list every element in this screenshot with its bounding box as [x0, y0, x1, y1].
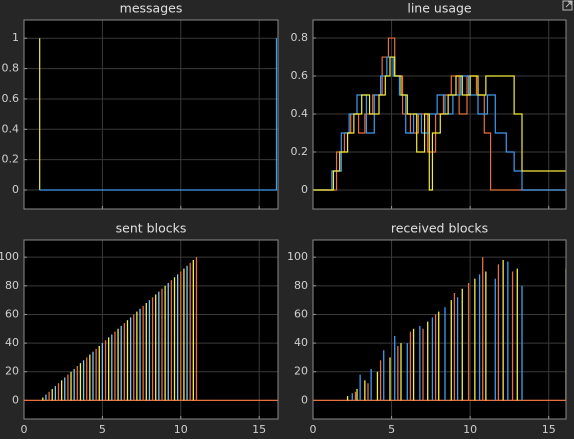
plot-content — [313, 257, 566, 401]
plot-content — [24, 257, 278, 401]
y-tick-label: 40 — [5, 336, 19, 349]
x-tick-label: 0 — [310, 423, 317, 436]
x-tick-label: 10 — [463, 423, 477, 436]
plot-content — [39, 38, 278, 191]
x-tick-label: 10 — [174, 423, 188, 436]
y-tick-label: 0 — [301, 183, 308, 196]
y-tick-label: 100 — [287, 250, 308, 263]
y-tick-label: 40 — [294, 336, 308, 349]
y-tick-label: 80 — [294, 279, 308, 292]
y-tick-label: 0.8 — [2, 62, 20, 75]
plot-area — [313, 240, 566, 419]
y-tick-label: 60 — [294, 307, 308, 320]
series-line — [39, 38, 278, 191]
y-tick-label: 20 — [5, 365, 19, 378]
y-tick-label: 0.4 — [291, 107, 309, 120]
axes-box — [23, 239, 279, 420]
x-tick-label: 0 — [21, 423, 28, 436]
y-tick-label: 80 — [5, 279, 19, 292]
x-tick-label: 15 — [542, 423, 556, 436]
axes-title: received blocks — [391, 221, 488, 236]
icon-frame — [562, 0, 573, 11]
y-tick-label: 0 — [301, 393, 308, 406]
series-stairs — [313, 56, 566, 191]
x-tick-label: 5 — [388, 423, 395, 436]
axes: sent blocks 0 5 10 15 0 20 40 60 80 100 — [0, 221, 279, 436]
axes: line usage 0 0.2 0.4 0.6 0.8 — [291, 1, 567, 210]
export-icon[interactable] — [562, 0, 573, 11]
plot-content — [313, 37, 566, 191]
axes: messages 0 0.2 0.4 0.6 0.8 1 — [2, 1, 279, 210]
x-tick-label: 15 — [252, 423, 266, 436]
y-tick-label: 0 — [12, 393, 19, 406]
y-tick-label: 0.2 — [291, 145, 309, 158]
axes-title: line usage — [407, 1, 472, 16]
y-tick-label: 0.6 — [2, 92, 20, 105]
series-stairs — [313, 37, 566, 191]
axes-box — [312, 19, 567, 210]
y-tick-label: 1 — [12, 31, 19, 44]
axes-title: messages — [120, 1, 183, 16]
axes-title: sent blocks — [116, 221, 187, 236]
icon-arrow — [565, 1, 572, 8]
x-tick-label: 5 — [99, 423, 106, 436]
y-tick-label: 0.2 — [2, 153, 20, 166]
y-tick-label: 100 — [0, 250, 19, 263]
y-tick-label: 0.6 — [291, 69, 309, 82]
plot-area — [24, 20, 278, 209]
plot-area — [24, 240, 278, 419]
axes-box — [23, 19, 279, 210]
y-tick-label: 20 — [294, 365, 308, 378]
y-tick-label: 0.8 — [291, 31, 309, 44]
y-tick-label: 60 — [5, 307, 19, 320]
y-tick-label: 0 — [12, 183, 19, 196]
axes: received blocks 0 5 10 15 0 20 40 60 80 100 — [287, 221, 567, 436]
axes-box — [312, 239, 567, 420]
y-tick-label: 0.4 — [2, 122, 20, 135]
